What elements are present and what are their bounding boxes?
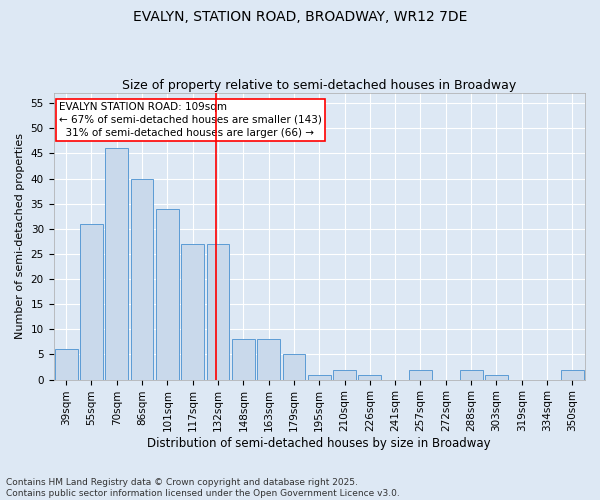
Bar <box>156 208 179 380</box>
Text: EVALYN, STATION ROAD, BROADWAY, WR12 7DE: EVALYN, STATION ROAD, BROADWAY, WR12 7DE <box>133 10 467 24</box>
Bar <box>80 224 103 380</box>
Y-axis label: Number of semi-detached properties: Number of semi-detached properties <box>15 134 25 340</box>
Bar <box>55 350 77 380</box>
Bar <box>131 178 154 380</box>
Bar <box>409 370 432 380</box>
Bar <box>283 354 305 380</box>
Bar <box>257 340 280 380</box>
Text: EVALYN STATION ROAD: 109sqm
← 67% of semi-detached houses are smaller (143)
  31: EVALYN STATION ROAD: 109sqm ← 67% of sem… <box>59 102 322 138</box>
Bar <box>181 244 204 380</box>
Bar <box>358 374 381 380</box>
Bar <box>206 244 229 380</box>
Bar <box>232 340 255 380</box>
Text: Contains HM Land Registry data © Crown copyright and database right 2025.
Contai: Contains HM Land Registry data © Crown c… <box>6 478 400 498</box>
X-axis label: Distribution of semi-detached houses by size in Broadway: Distribution of semi-detached houses by … <box>148 437 491 450</box>
Bar <box>333 370 356 380</box>
Bar <box>561 370 584 380</box>
Bar <box>308 374 331 380</box>
Bar <box>460 370 482 380</box>
Title: Size of property relative to semi-detached houses in Broadway: Size of property relative to semi-detach… <box>122 79 517 92</box>
Bar <box>106 148 128 380</box>
Bar <box>485 374 508 380</box>
